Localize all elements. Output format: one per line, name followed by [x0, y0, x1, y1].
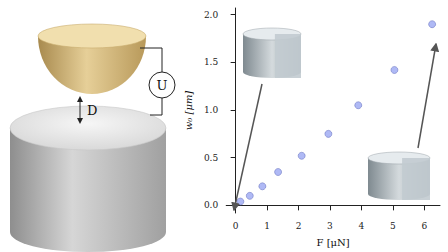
- svg-text:6: 6: [421, 221, 427, 231]
- svg-text:5: 5: [390, 221, 396, 231]
- svg-text:1: 1: [264, 221, 270, 231]
- svg-text:F [μN]: F [μN]: [317, 237, 350, 248]
- svg-text:0: 0: [233, 221, 239, 231]
- svg-text:4: 4: [359, 221, 365, 231]
- svg-text:2.0: 2.0: [204, 10, 219, 20]
- svg-text:3: 3: [327, 221, 333, 231]
- svg-text:1.0: 1.0: [204, 105, 219, 115]
- svg-text:2: 2: [296, 221, 302, 231]
- svg-text:0.0: 0.0: [204, 200, 219, 210]
- svg-text:U: U: [157, 78, 168, 93]
- svg-text:D: D: [87, 103, 97, 118]
- svg-text:1.5: 1.5: [204, 57, 219, 67]
- svg-text:0.5: 0.5: [204, 153, 219, 163]
- svg-text:w₀ [μm]: w₀ [μm]: [183, 91, 194, 131]
